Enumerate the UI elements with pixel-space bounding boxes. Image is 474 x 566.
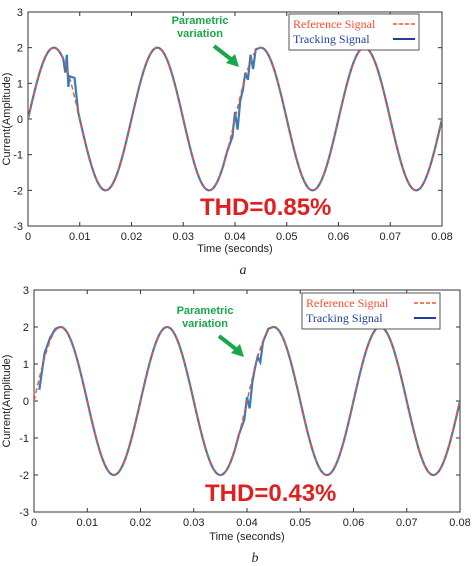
- x-tick-label: 0: [31, 517, 37, 529]
- thd-label: THD=0.85%: [200, 194, 331, 221]
- x-tick-label: 0.04: [224, 231, 245, 243]
- y-tick-label: 3: [23, 285, 29, 297]
- x-tick-label: 0.02: [130, 517, 151, 529]
- y-tick-label: 1: [23, 359, 29, 371]
- annotation-arrow: [217, 334, 239, 352]
- chart-b: 0 0.01 0.02 0.03 0.04 0.05 0.06 0.07 0.08 3 2 1 0 -1 -…: [1, 285, 471, 566]
- y-tick-label: 0: [23, 396, 29, 408]
- figure-caption: b: [252, 551, 259, 566]
- y-tick-label: 2: [17, 43, 23, 55]
- x-tick-label: 0.03: [183, 517, 204, 529]
- y-tick-label: 1: [17, 78, 23, 90]
- x-tick-label: 0: [25, 231, 31, 243]
- legend-entry-label: Tracking Signal: [306, 311, 383, 325]
- annotation-arrowhead: [231, 344, 244, 357]
- y-tick-label: -2: [13, 185, 23, 197]
- legend-entry-label: Tracking Signal: [293, 32, 370, 46]
- annotation-label: Parametric variation: [172, 15, 229, 40]
- x-tick-label: 0.01: [69, 231, 90, 243]
- x-tick-label: 0.07: [380, 231, 401, 243]
- x-tick-label: 0.04: [236, 517, 257, 529]
- x-tick-label: 0.06: [343, 517, 364, 529]
- legend-entry-label: Reference Signal: [306, 296, 389, 310]
- y-tick-label: -3: [19, 507, 29, 519]
- y-tick-label: -2: [19, 470, 29, 482]
- x-axis-label: Time (seconds): [197, 243, 272, 255]
- y-axis-label: Current(Amplitude): [1, 73, 13, 166]
- y-tick-label: 0: [17, 114, 23, 126]
- y-tick-label: -1: [13, 150, 23, 162]
- x-tick-label: 0.07: [396, 517, 417, 529]
- figure-caption: a: [240, 263, 247, 278]
- x-tick-label: 0.06: [328, 231, 349, 243]
- x-tick-label: 0.05: [276, 231, 297, 243]
- reference-signal-line: [28, 46, 442, 192]
- legend-box: [301, 292, 441, 330]
- x-axis-label: Time (seconds): [209, 531, 284, 543]
- legend-entry-label: Reference Signal: [293, 17, 376, 31]
- reference-signal-line: [34, 326, 460, 476]
- x-tick-label: 0.02: [121, 231, 142, 243]
- annotation-arrow: [212, 44, 234, 62]
- y-tick-label: -1: [19, 433, 29, 445]
- y-tick-label: -3: [13, 221, 23, 233]
- x-tick-label: 0.08: [449, 517, 470, 529]
- chart-a: 0 0.01 0.02 0.03 0.04 0.05 0.06 0.07 0.08 3 2 1 0 -1 -…: [1, 7, 453, 278]
- y-tick-label: 2: [23, 322, 29, 334]
- x-tick-label: 0.01: [77, 517, 98, 529]
- thd-label: THD=0.43%: [205, 480, 336, 507]
- x-tick-label: 0.08: [431, 231, 452, 243]
- x-tick-label: 0.05: [290, 517, 311, 529]
- annotation-label: Parametric variation: [177, 305, 234, 330]
- annotation-arrowhead: [226, 54, 239, 67]
- y-tick-label: 3: [17, 7, 23, 19]
- legend-box: [288, 13, 420, 51]
- x-tick-label: 0.03: [173, 231, 194, 243]
- y-axis-label: Current(Amplitude): [1, 355, 13, 448]
